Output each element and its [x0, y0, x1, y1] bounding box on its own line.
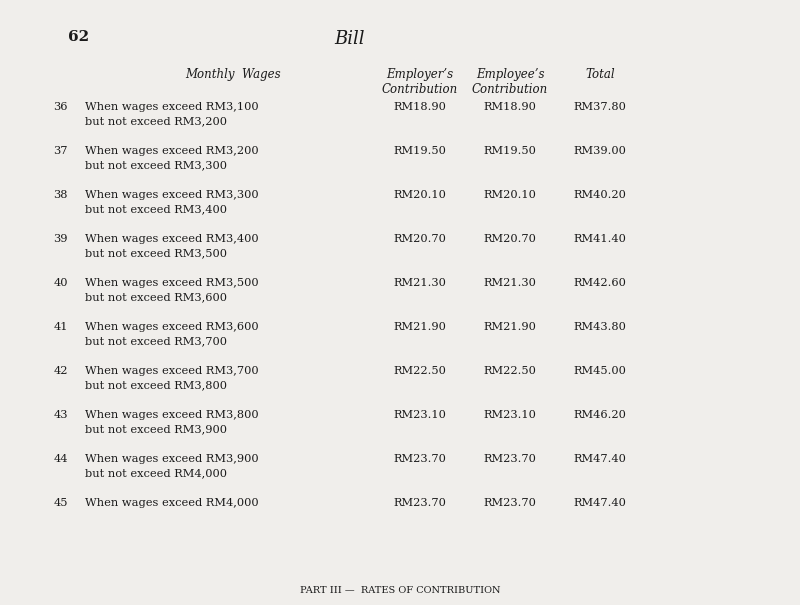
Text: RM20.70: RM20.70 — [483, 234, 537, 244]
Text: When wages exceed RM3,300
but not exceed RM3,400: When wages exceed RM3,300 but not exceed… — [85, 190, 258, 214]
Text: RM23.10: RM23.10 — [394, 410, 446, 420]
Text: RM21.30: RM21.30 — [483, 278, 537, 288]
Text: When wages exceed RM3,500
but not exceed RM3,600: When wages exceed RM3,500 but not exceed… — [85, 278, 258, 302]
Text: 43: 43 — [54, 410, 68, 420]
Text: When wages exceed RM3,400
but not exceed RM3,500: When wages exceed RM3,400 but not exceed… — [85, 234, 258, 258]
Text: 44: 44 — [54, 454, 68, 464]
Text: RM42.60: RM42.60 — [574, 278, 626, 288]
Text: 42: 42 — [54, 366, 68, 376]
Text: When wages exceed RM3,800
but not exceed RM3,900: When wages exceed RM3,800 but not exceed… — [85, 410, 258, 434]
Text: RM43.80: RM43.80 — [574, 322, 626, 332]
Text: When wages exceed RM3,600
but not exceed RM3,700: When wages exceed RM3,600 but not exceed… — [85, 322, 258, 346]
Text: 41: 41 — [54, 322, 68, 332]
Text: 45: 45 — [54, 498, 68, 508]
Text: RM23.70: RM23.70 — [483, 454, 537, 464]
Text: RM19.50: RM19.50 — [483, 146, 537, 156]
Text: RM21.30: RM21.30 — [394, 278, 446, 288]
Text: RM47.40: RM47.40 — [574, 498, 626, 508]
Text: Monthly  Wages: Monthly Wages — [185, 68, 281, 81]
Text: RM41.40: RM41.40 — [574, 234, 626, 244]
Text: Employee’s
Contribution: Employee’s Contribution — [472, 68, 548, 96]
Text: RM21.90: RM21.90 — [394, 322, 446, 332]
Text: RM23.70: RM23.70 — [483, 498, 537, 508]
Text: Total: Total — [585, 68, 615, 81]
Text: RM39.00: RM39.00 — [574, 146, 626, 156]
Text: When wages exceed RM3,200
but not exceed RM3,300: When wages exceed RM3,200 but not exceed… — [85, 146, 258, 170]
Text: RM46.20: RM46.20 — [574, 410, 626, 420]
Text: RM22.50: RM22.50 — [394, 366, 446, 376]
Text: When wages exceed RM3,100
but not exceed RM3,200: When wages exceed RM3,100 but not exceed… — [85, 102, 258, 126]
Text: When wages exceed RM3,900
but not exceed RM4,000: When wages exceed RM3,900 but not exceed… — [85, 454, 258, 478]
Text: When wages exceed RM3,700
but not exceed RM3,800: When wages exceed RM3,700 but not exceed… — [85, 366, 258, 390]
Text: RM21.90: RM21.90 — [483, 322, 537, 332]
Text: RM20.10: RM20.10 — [483, 190, 537, 200]
Text: RM20.10: RM20.10 — [394, 190, 446, 200]
Text: RM20.70: RM20.70 — [394, 234, 446, 244]
Text: RM22.50: RM22.50 — [483, 366, 537, 376]
Text: RM23.70: RM23.70 — [394, 454, 446, 464]
Text: RM37.80: RM37.80 — [574, 102, 626, 112]
Text: RM23.70: RM23.70 — [394, 498, 446, 508]
Text: RM40.20: RM40.20 — [574, 190, 626, 200]
Text: RM18.90: RM18.90 — [394, 102, 446, 112]
Text: PART III —  RATES OF CONTRIBUTION: PART III — RATES OF CONTRIBUTION — [300, 586, 500, 595]
Text: RM19.50: RM19.50 — [394, 146, 446, 156]
Text: 62: 62 — [68, 30, 89, 44]
Text: 36: 36 — [54, 102, 68, 112]
Text: RM45.00: RM45.00 — [574, 366, 626, 376]
Text: 37: 37 — [54, 146, 68, 156]
Text: 38: 38 — [54, 190, 68, 200]
Text: RM47.40: RM47.40 — [574, 454, 626, 464]
Text: Employer’s
Contribution: Employer’s Contribution — [382, 68, 458, 96]
Text: When wages exceed RM4,000: When wages exceed RM4,000 — [85, 498, 258, 508]
Text: 40: 40 — [54, 278, 68, 288]
Text: RM18.90: RM18.90 — [483, 102, 537, 112]
Text: 39: 39 — [54, 234, 68, 244]
Text: RM23.10: RM23.10 — [483, 410, 537, 420]
Text: Bill: Bill — [334, 30, 366, 48]
